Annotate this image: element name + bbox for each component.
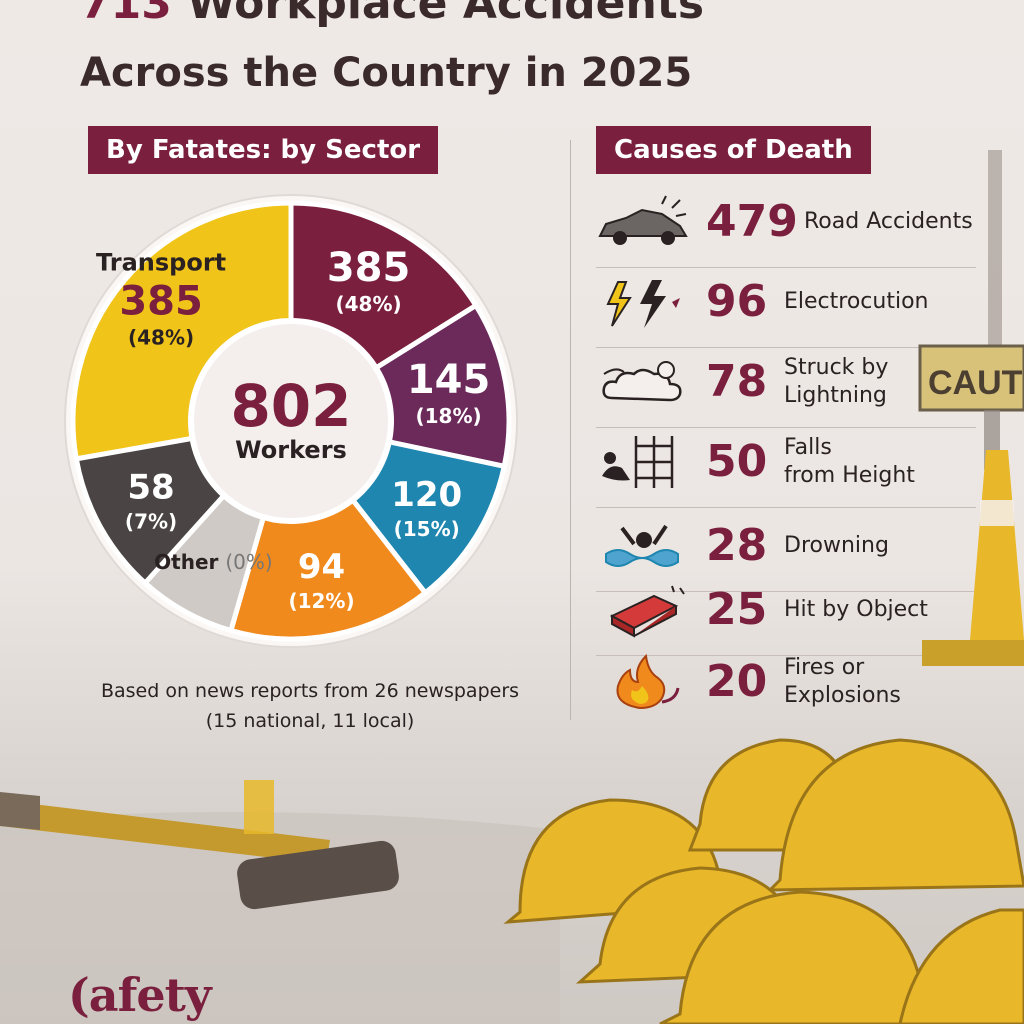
cause-row-drowning: 28 Drowning <box>596 516 976 592</box>
row-divider <box>596 655 976 656</box>
caution-sign-board <box>918 344 1024 412</box>
slice-percent-label: (15%) <box>394 517 460 541</box>
slice-value-label: 385 <box>119 279 203 325</box>
cause-value: 50 <box>706 436 768 487</box>
slice-name-label: Transport <box>96 249 226 277</box>
cause-value: 78 <box>706 356 768 407</box>
center-total-label: Workers <box>235 436 347 464</box>
car-crash-icon <box>598 195 688 245</box>
cause-label: Fires or Explosions <box>784 655 901 708</box>
cause-label: Road Accidents <box>804 209 973 234</box>
pie-center-disc <box>188 318 394 524</box>
cause-row-fires-or-explosions: 20 Fires or Explosions <box>596 652 976 722</box>
slice-value-label: 58 <box>127 468 174 508</box>
slice-value-label: 385 <box>327 245 411 291</box>
center-total-value: 802 <box>230 372 351 440</box>
row-divider <box>596 591 976 592</box>
title-number: 713 <box>80 0 172 29</box>
drowning-icon <box>605 524 679 567</box>
title-line-1-text: Workplace Accidents <box>171 0 705 29</box>
storm-cloud-icon <box>602 361 682 402</box>
cause-value: 479 <box>706 196 798 247</box>
cause-label: Drowning <box>784 533 889 558</box>
hammer-illustration <box>0 792 399 910</box>
cause-label: Struck by Lightning <box>784 355 889 408</box>
slice-percent-label: (48%) <box>128 326 194 350</box>
cause-value: 28 <box>706 520 768 571</box>
cause-label: Hit by Object <box>784 597 928 622</box>
logo-text: afety <box>88 968 212 1022</box>
page-title-line-2: Across the Country in 2025 <box>80 50 693 96</box>
slice-percent-label: (48%) <box>335 292 401 316</box>
cause-value: 96 <box>706 276 768 327</box>
source-footnote: Based on news reports from 26 newspapers… <box>40 676 580 736</box>
logo-glyph: ( <box>68 968 90 1022</box>
hard-hats-illustration <box>503 738 1024 1024</box>
slice-value-label: 145 <box>407 357 491 403</box>
slice-percent-label: (12%) <box>288 589 354 613</box>
small-cone <box>244 780 274 834</box>
cause-row-road-accidents: 479 Road Accidents <box>596 192 976 268</box>
caution-sign-text: CAUT <box>928 364 1023 402</box>
cause-row-falls-from-height: 50 Falls from Height <box>596 432 976 508</box>
page-title-line-1: 713 Workplace Accidents <box>80 0 704 29</box>
traffic-cone <box>970 450 1024 640</box>
slice-value-label: 120 <box>391 475 462 515</box>
cause-value: 25 <box>706 584 768 635</box>
cause-row-struck-by-lightning: 78 Struck by Lightning <box>596 352 976 428</box>
row-divider <box>596 347 976 348</box>
footnote-line-2: (15 national, 11 local) <box>205 710 415 732</box>
cause-row-electrocution: 96 Electrocution <box>596 272 976 348</box>
cause-label: Falls from Height <box>784 435 915 488</box>
causes-heading: Causes of Death <box>596 126 871 174</box>
sector-heading: By Fatates: by Sector <box>88 126 439 174</box>
scaffold-fall-icon <box>602 436 674 488</box>
caution-sign-illustration: CAUT <box>918 150 1024 666</box>
lightning-bolt-icon <box>606 280 680 328</box>
construction-scene-illustration <box>0 738 1024 1024</box>
cause-label: Electrocution <box>784 289 929 314</box>
slice-percent-label: (7%) <box>125 510 177 534</box>
sector-pie-chart: Transport385(48%)385(48%)145(18%)120(15%… <box>64 194 518 648</box>
row-divider <box>596 267 976 268</box>
falling-brick-icon <box>609 585 685 638</box>
slice-value-label: 94 <box>298 547 345 587</box>
footnote-line-1: Based on news reports from 26 newspapers <box>100 680 520 702</box>
cause-value: 20 <box>706 656 768 707</box>
cause-row-hit-by-object: 25 Hit by Object <box>596 580 976 656</box>
column-divider <box>570 140 571 720</box>
slice-name-label: Other (0%) <box>154 550 273 574</box>
slice-percent-label: (18%) <box>415 404 481 428</box>
row-divider <box>596 507 976 508</box>
fire-icon <box>616 653 680 710</box>
brand-logo: (afety <box>68 968 212 1022</box>
row-divider <box>596 427 976 428</box>
